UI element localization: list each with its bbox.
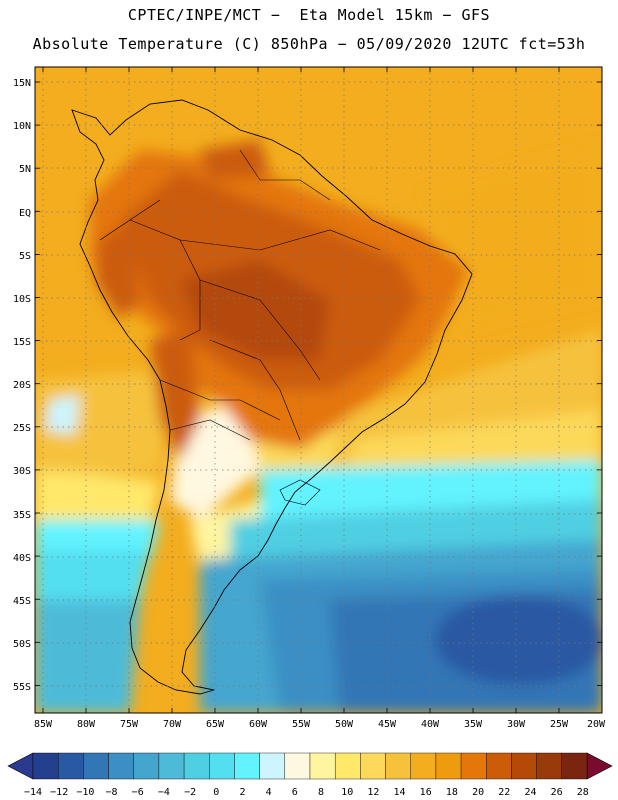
colorbar-swatch <box>133 752 160 780</box>
colorbar-tick: 24 <box>524 787 536 798</box>
colorbar-tick: 2 <box>239 787 245 798</box>
colorbar-tick: 28 <box>577 787 589 798</box>
lon-label: 85W <box>34 719 53 730</box>
lon-label: 35W <box>464 719 483 730</box>
lat-label: 50S <box>13 639 31 650</box>
lat-label: 15S <box>13 337 31 348</box>
colorbar-swatch <box>334 752 361 780</box>
colorbar-tick: −2 <box>184 787 196 798</box>
colorbar-swatch <box>309 752 336 780</box>
lon-label: 75W <box>120 719 139 730</box>
latitude-labels: 15N 10N 5N EQ 5S 10S 15S 20S 25S 30S 35S… <box>13 78 31 693</box>
colorbar-tick: 16 <box>420 787 432 798</box>
colorbar-swatch <box>385 752 411 780</box>
colorbar-tick: −8 <box>105 787 117 798</box>
colorbar-tick: −14 <box>24 787 42 798</box>
map-title-model: CPTEC/INPE/MCT − Eta Model 15km − GFS <box>127 6 491 24</box>
colorbar-swatch <box>360 752 386 780</box>
colorbar-swatch <box>511 752 537 780</box>
colorbar-over-arrow <box>586 752 613 780</box>
colorbar-tick: 8 <box>318 787 324 798</box>
colorbar-tick: 12 <box>367 787 379 798</box>
colorbar-swatch <box>158 752 185 780</box>
lon-label: 65W <box>206 719 225 730</box>
lon-label: 60W <box>249 719 268 730</box>
colorbar-tick: 14 <box>393 787 405 798</box>
longitude-labels: 85W 80W 75W 70W 65W 60W 55W 50W 45W 40W … <box>34 719 606 730</box>
colorbar-swatch <box>83 752 109 780</box>
colorbar-swatch <box>561 752 588 780</box>
colorbar-tick: 22 <box>498 787 510 798</box>
lon-label: 45W <box>378 719 397 730</box>
lon-label: 30W <box>507 719 526 730</box>
lon-label: 40W <box>421 719 440 730</box>
lat-label: 10N <box>13 121 31 132</box>
temperature-field <box>35 67 602 713</box>
lat-label: 45S <box>13 596 31 607</box>
lon-label: 25W <box>550 719 569 730</box>
colorbar: −14 −12 −10 −8 −6 −4 −2 0 2 4 6 8 10 12 … <box>7 752 613 798</box>
lon-label: 80W <box>77 719 96 730</box>
lon-label: 50W <box>335 719 354 730</box>
colorbar-tick: −10 <box>76 787 94 798</box>
colorbar-tick: 4 <box>266 787 272 798</box>
colorbar-tick: 0 <box>213 787 219 798</box>
colorbar-swatch <box>234 752 260 780</box>
lat-label: 40S <box>13 553 31 564</box>
colorbar-tick: −6 <box>132 787 144 798</box>
colorbar-swatch <box>284 752 311 780</box>
colorbar-tick: −12 <box>50 787 68 798</box>
lat-label: 55S <box>13 682 31 693</box>
lat-label: 20S <box>13 380 31 391</box>
colorbar-tick: −4 <box>158 787 170 798</box>
graticule <box>35 67 602 713</box>
colorbar-swatch <box>460 752 487 780</box>
colorbar-tick: 26 <box>551 787 563 798</box>
colorbar-tick: 18 <box>446 787 458 798</box>
colorbar-tick: 20 <box>472 787 484 798</box>
colorbar-swatch <box>209 752 235 780</box>
lat-label: EQ <box>19 208 31 219</box>
colorbar-swatch <box>183 752 210 780</box>
lat-label: 30S <box>13 466 31 477</box>
colorbar-tick: 10 <box>341 787 353 798</box>
map-title-variable: Absolute Temperature (C) 850hPa − 05/09/… <box>32 35 586 53</box>
colorbar-swatch <box>108 752 134 780</box>
axis-ticks <box>35 67 603 713</box>
lat-label: 5N <box>19 164 31 175</box>
lat-label: 15N <box>13 78 31 89</box>
colorbar-swatch <box>259 752 286 780</box>
map-frame <box>34 66 603 714</box>
lon-label: 70W <box>163 719 182 730</box>
colorbar-swatch <box>410 752 437 780</box>
lat-label: 35S <box>13 510 31 521</box>
coastline <box>71 99 473 695</box>
lat-label: 10S <box>13 294 31 305</box>
colorbar-swatch <box>486 752 512 780</box>
lat-label: 5S <box>19 251 31 262</box>
lat-label: 25S <box>13 423 31 434</box>
country-borders <box>99 149 381 506</box>
colorbar-swatch <box>435 752 462 780</box>
lon-label: 55W <box>292 719 311 730</box>
colorbar-swatch <box>536 752 563 780</box>
colorbar-swatch <box>57 752 84 780</box>
lon-label: 20W <box>587 719 606 730</box>
colorbar-tick: 6 <box>292 787 298 798</box>
colorbar-swatch <box>32 752 59 780</box>
colorbar-under-arrow <box>7 752 34 780</box>
